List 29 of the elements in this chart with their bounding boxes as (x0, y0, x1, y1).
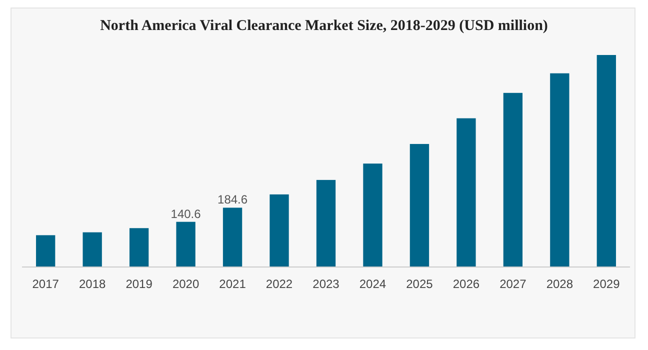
chart-title: North America Viral Clearance Market Size, 2018-2029 (USD million) (100, 18, 548, 34)
x-tick-label: 2027 (500, 277, 527, 291)
bar (176, 222, 196, 267)
bar (270, 194, 289, 267)
bar (596, 55, 616, 267)
x-tick-label: 2017 (32, 277, 60, 291)
bar (503, 92, 523, 267)
x-tick-label: 2018 (78, 277, 106, 291)
x-tick-label: 2028 (546, 277, 574, 291)
bar (550, 73, 570, 267)
x-tick-label: 2023 (312, 277, 340, 291)
bar (222, 208, 242, 267)
bar (36, 235, 56, 267)
bar (129, 228, 149, 267)
x-tick-label: 2025 (406, 277, 434, 291)
bar (316, 180, 336, 267)
x-tick-label: 2022 (266, 277, 293, 291)
x-tick-label: 2024 (359, 277, 386, 291)
x-tick-label: 2019 (126, 277, 153, 291)
bar (363, 164, 382, 267)
x-tick-label: 2029 (593, 277, 620, 291)
bar (410, 144, 430, 267)
bar (82, 232, 102, 267)
bar (456, 118, 476, 267)
data-label: 184.6 (218, 192, 248, 207)
data-label: 140.6 (170, 206, 202, 221)
x-tick-label: 2021 (219, 277, 246, 291)
x-tick-label: 2026 (452, 277, 480, 291)
x-tick-label: 2020 (172, 277, 200, 291)
